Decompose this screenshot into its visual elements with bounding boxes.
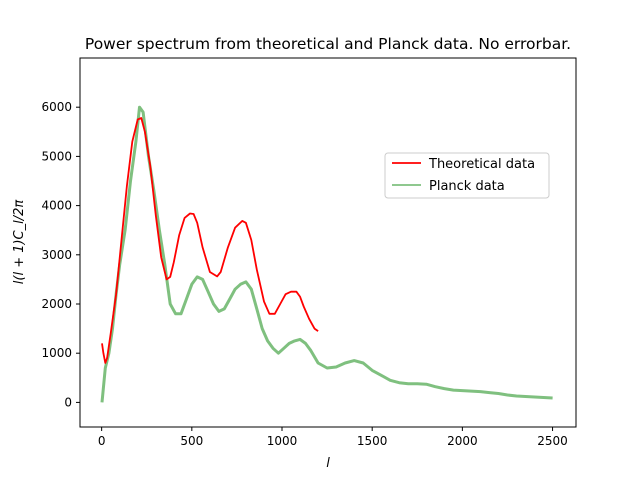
plot-frame	[79, 57, 577, 428]
x-axis-label: l	[326, 456, 330, 471]
y-tick-label: 1000	[41, 346, 72, 360]
x-tick-label: 1500	[357, 434, 388, 448]
legend-label-planck: Planck data	[429, 179, 505, 194]
legend: Theoretical data Planck data	[384, 152, 550, 199]
legend-box	[384, 152, 550, 199]
y-tick-label: 4000	[41, 199, 72, 213]
legend-label-theoretical: Theoretical data	[428, 157, 535, 172]
x-tick-label: 2000	[447, 434, 478, 448]
x-tick-label: 500	[180, 434, 203, 448]
y-tick-label: 5000	[41, 149, 72, 163]
chart-title: Power spectrum from theoretical and Plan…	[85, 35, 571, 53]
series-line-planck	[100, 105, 553, 403]
y-axis-label: l(l + 1)C_l/2π	[12, 200, 27, 285]
x-axis: 0 500 1000 1500 2000 2500	[98, 427, 568, 448]
y-axis: 0 1000 2000 3000 4000 5000 6000	[41, 100, 80, 409]
x-tick-label: 1000	[267, 434, 298, 448]
x-tick-label: 0	[98, 434, 106, 448]
y-tick-label: 3000	[41, 248, 72, 262]
series-line-theoretical	[101, 117, 319, 364]
y-tick-label: 0	[64, 395, 72, 409]
plot-area	[100, 105, 553, 403]
y-tick-label: 2000	[41, 297, 72, 311]
y-tick-label: 6000	[41, 100, 72, 114]
x-tick-label: 2500	[537, 434, 568, 448]
